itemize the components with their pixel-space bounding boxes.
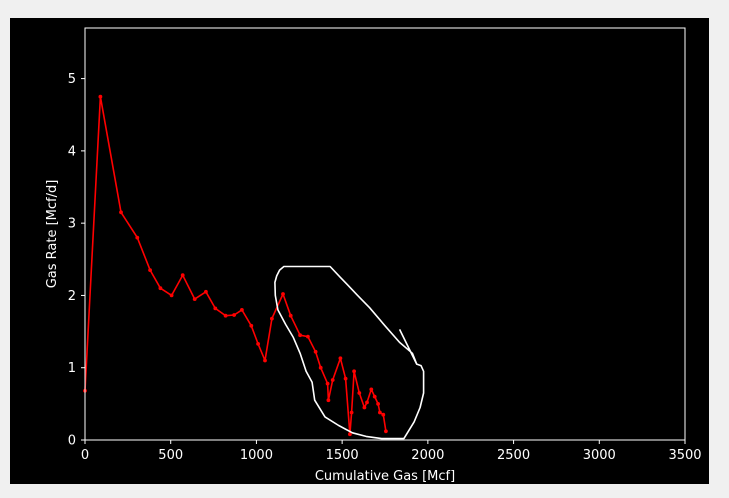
data-point — [270, 316, 274, 321]
data-point — [362, 405, 367, 410]
series-line — [84, 95, 387, 436]
data-point — [378, 410, 382, 415]
data-point — [158, 286, 163, 291]
data-point — [348, 432, 352, 437]
y-axis-label: Gas Rate [Mcf/d] — [45, 180, 60, 289]
data-point — [326, 398, 331, 403]
plot-area — [83, 94, 425, 440]
data-point — [119, 210, 123, 215]
x-tick-label: 500 — [158, 448, 183, 463]
data-point — [204, 289, 208, 294]
y-tick-label: 0 — [68, 434, 76, 449]
x-tick-label: 2000 — [411, 448, 444, 463]
data-point — [223, 313, 228, 318]
axes: 0 500 1000 1500 2000 2500 3000 3500 0 1 2 3 4 5 — [68, 27, 702, 463]
y-tick-label: 3 — [68, 217, 76, 232]
x-tick-label: 2500 — [497, 448, 530, 463]
data-point — [357, 391, 362, 395]
data-point — [232, 313, 237, 317]
y-tick-label: 1 — [68, 361, 76, 376]
data-point — [325, 381, 330, 386]
data-point — [249, 323, 254, 328]
x-axis-label: Cumulative Gas [Mcf] — [315, 469, 455, 484]
x-tick-label: 1000 — [240, 448, 273, 463]
data-point — [376, 402, 380, 406]
data-point — [298, 333, 302, 338]
data-point — [330, 378, 335, 382]
y-tick-label: 4 — [68, 144, 76, 159]
data-point — [169, 293, 174, 298]
data-point — [256, 342, 260, 346]
data-point — [240, 308, 244, 312]
data-point — [372, 394, 377, 399]
data-point — [318, 365, 323, 370]
data-point — [180, 273, 185, 278]
data-point — [313, 349, 318, 354]
data-point — [148, 268, 153, 272]
data-point — [213, 306, 218, 311]
outline-curve — [274, 265, 425, 440]
y-tick-label: 5 — [68, 72, 76, 87]
y-tick-label: 2 — [68, 289, 76, 304]
data-point — [98, 94, 103, 99]
data-point — [281, 292, 285, 296]
axes-frame — [84, 27, 686, 441]
data-point — [343, 376, 348, 381]
data-point — [135, 235, 140, 240]
chart-figure: 0 500 1000 1500 2000 2500 3000 3500 0 1 2 3 4 5 Cumul… — [10, 18, 709, 484]
data-point — [349, 410, 354, 415]
x-tick-label: 0 — [81, 448, 89, 463]
data-point — [288, 313, 293, 318]
data-point — [306, 334, 310, 339]
data-point — [365, 400, 369, 405]
data-point — [384, 429, 388, 434]
data-point — [369, 387, 374, 392]
data-point — [352, 369, 356, 374]
data-point — [192, 297, 197, 301]
data-point — [381, 412, 386, 417]
x-tick-label: 1500 — [326, 448, 359, 463]
data-point — [338, 356, 343, 361]
chart-svg: 0 500 1000 1500 2000 2500 3000 3500 0 1 2 3 4 5 Cumul… — [45, 27, 702, 484]
x-tick-label: 3000 — [583, 448, 616, 463]
x-tick-label: 3500 — [668, 448, 701, 463]
data-point — [263, 358, 267, 363]
